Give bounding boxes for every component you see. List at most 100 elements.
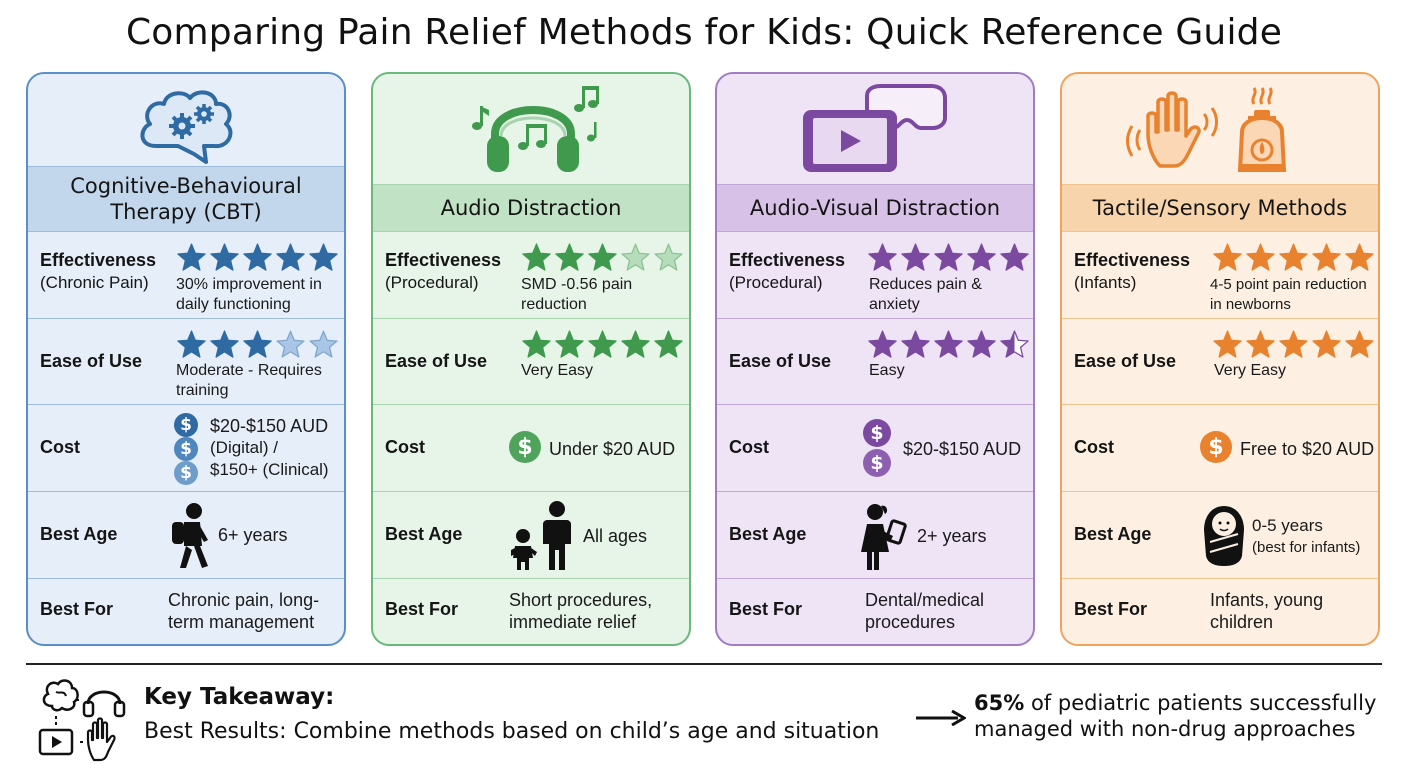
stat-value: 65% <box>974 691 1025 715</box>
star-full-icon <box>588 330 617 358</box>
star-full-icon <box>1345 243 1374 271</box>
star-half-icon <box>1000 330 1029 358</box>
ease-label: Ease of Use <box>40 351 143 371</box>
star-full-icon <box>177 330 206 358</box>
dollar-coin-icon: $ <box>174 461 198 485</box>
best-for-label: Best For <box>1074 599 1148 619</box>
ease-rating <box>867 329 1030 359</box>
star-full-icon <box>1213 243 1242 271</box>
cost-line: $150+ (Clinical) <box>210 460 329 479</box>
best-for-row: Best For Chronic pain, long-term managem… <box>28 578 344 644</box>
methods-combo-icon <box>38 679 126 762</box>
effectiveness-text: 4-5 point pain reduction in newborns <box>1210 276 1367 313</box>
stat-line-2: managed with non-drug approaches <box>974 717 1356 741</box>
star-full-icon <box>967 243 996 271</box>
star-full-icon <box>868 330 897 358</box>
star-full-icon <box>210 330 239 358</box>
cost-row: Cost $ $ $20-$150 AUD <box>717 404 1033 491</box>
cost-row: Cost $ Under $20 AUD <box>373 404 689 491</box>
effectiveness-text: Reduces pain & anxiety <box>869 276 982 313</box>
star-full-icon <box>1000 243 1029 271</box>
ease-rating <box>1212 329 1375 359</box>
star-full-icon <box>588 243 617 271</box>
cost-text: Under $20 AUD <box>549 439 676 459</box>
age-row: Best Age 6+ years <box>28 491 344 578</box>
card-cbt: Cognitive-Behavioural Therapy (CBT) Effe… <box>26 72 346 646</box>
star-full-icon <box>309 243 338 271</box>
ease-row: Ease of Use Easy <box>717 318 1033 404</box>
star-full-icon <box>555 243 584 271</box>
age-label: Best Age <box>40 524 118 544</box>
cost-text: Free to $20 AUD <box>1240 439 1375 459</box>
child-tablet-icon <box>861 504 907 570</box>
effectiveness-context: (Procedural) <box>385 273 479 292</box>
ease-row: Ease of Use Moderate - Requires training <box>28 318 344 404</box>
best-for-text: Infants, young children <box>1210 590 1324 632</box>
arrow-right-icon <box>916 710 966 726</box>
effectiveness-rating <box>867 242 1030 272</box>
star-empty-icon <box>309 330 338 358</box>
card-title: Audio-Visual Distraction <box>717 184 1033 232</box>
star-full-icon <box>868 243 897 271</box>
best-for-text: Short procedures, immediate relief <box>509 590 653 632</box>
best-for-row: Best For Dental/medical procedures <box>717 578 1033 644</box>
ease-text: Easy <box>869 362 905 379</box>
effectiveness-row: Effectiveness (Chronic Pain) 30% improve… <box>28 232 344 318</box>
star-full-icon <box>1345 330 1374 358</box>
stat-line-1: of pediatric patients successfully <box>1030 691 1377 715</box>
effectiveness-rating <box>1212 242 1375 272</box>
effectiveness-text: SMD -0.56 pain reduction <box>521 276 633 313</box>
card-audio: Audio Distraction Effectiveness (Procedu… <box>371 72 691 646</box>
star-full-icon <box>1312 330 1341 358</box>
headphones-music-icon <box>373 74 689 172</box>
cost-text: $20-$150 AUD <box>903 439 1022 459</box>
best-for-row: Best For Short procedures, immediate rel… <box>373 578 689 644</box>
child-backpack-icon <box>172 503 208 568</box>
cost-label: Cost <box>1074 437 1114 457</box>
best-for-label: Best For <box>385 599 459 619</box>
card-audio-visual: Audio-Visual Distraction Effectiveness (… <box>715 72 1035 646</box>
effectiveness-row: Effectiveness (Procedural) Reduces pain … <box>717 232 1033 318</box>
star-full-icon <box>901 243 930 271</box>
cost-line: $20-$150 AUD <box>210 416 329 436</box>
hand-aroma-icon <box>1062 74 1378 172</box>
effectiveness-label: Effectiveness <box>385 250 502 270</box>
effectiveness-context: (Chronic Pain) <box>40 273 149 292</box>
ease-rating <box>521 329 684 359</box>
star-full-icon <box>934 243 963 271</box>
card-title: Audio Distraction <box>373 184 689 232</box>
star-full-icon <box>522 330 551 358</box>
dollar-coin-icon: $ <box>174 437 198 461</box>
dollar-coin-icon: $ <box>174 413 198 437</box>
effectiveness-rating <box>521 242 684 272</box>
ease-row: Ease of Use Very Easy <box>1062 318 1378 404</box>
dollar-coin-icon: $ <box>863 419 891 447</box>
best-for-text: Dental/medical procedures <box>865 590 985 632</box>
effectiveness-row: Effectiveness (Procedural) SMD -0.56 pai… <box>373 232 689 318</box>
effectiveness-label: Effectiveness <box>40 250 157 270</box>
cost-row: Cost $ Free to $20 AUD <box>1062 404 1378 491</box>
star-full-icon <box>276 243 305 271</box>
effectiveness-text: 30% improvement in daily functioning <box>176 276 322 313</box>
age-text: 6+ years <box>218 525 288 545</box>
star-full-icon <box>901 330 930 358</box>
star-empty-icon <box>654 243 683 271</box>
star-full-icon <box>1213 330 1242 358</box>
star-full-icon <box>1279 330 1308 358</box>
effectiveness-label: Effectiveness <box>1074 250 1191 270</box>
best-for-row: Best For Infants, young children <box>1062 578 1378 644</box>
star-full-icon <box>621 330 650 358</box>
star-full-icon <box>654 330 683 358</box>
age-row: Best Age All ages <box>373 491 689 578</box>
cost-label: Cost <box>40 437 80 457</box>
key-takeaway-body: Combine methods based on child’s age and… <box>293 719 880 744</box>
star-full-icon <box>210 243 239 271</box>
ease-text: Very Easy <box>1214 362 1287 379</box>
key-takeaway-text: Best Results: Combine methods based on c… <box>144 719 879 744</box>
star-full-icon <box>522 243 551 271</box>
star-full-icon <box>1246 243 1275 271</box>
page-title: Comparing Pain Relief Methods for Kids: … <box>125 12 1283 53</box>
star-full-icon <box>1312 243 1341 271</box>
dollar-coin-icon: $ <box>863 449 891 477</box>
star-full-icon <box>1246 330 1275 358</box>
